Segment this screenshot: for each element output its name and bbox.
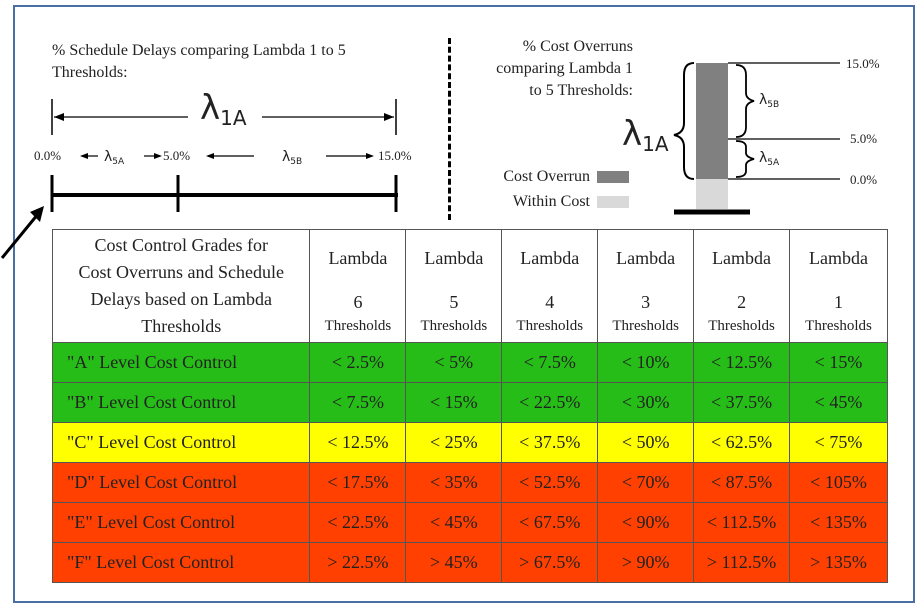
pointer-arrow-icon [0, 206, 44, 259]
row-label: "D" Level Cost Control [51, 462, 311, 503]
table-row-grade-c: "C" Level Cost Control < 12.5% < 25% < 3… [51, 422, 888, 463]
column-header-thresholds: 2 Thresholds [693, 286, 791, 343]
column-header-title: Lambda [597, 229, 695, 286]
table-cell: < 17.5% [309, 462, 407, 503]
table-row-grade-b: "B" Level Cost Control < 7.5% < 15% < 22… [51, 382, 888, 423]
within-cost-bar [696, 179, 728, 209]
table-cell: < 10% [597, 342, 695, 383]
cost-control-grades-table: Cost Control Grades for Cost Overruns an… [51, 229, 888, 583]
column-header-thresholds: 3 Thresholds [597, 286, 695, 343]
table-subheader-row: 6 Thresholds 5 Thresholds 4 Thresholds 3 Thr… [53, 286, 888, 343]
table-row-grade-d: "D" Level Cost Control < 17.5% < 35% < 5… [51, 462, 888, 503]
table-cell: < 35% [405, 462, 503, 503]
table-cell: < 112.5% [693, 502, 791, 543]
column-header-thresholds: 6 Thresholds [309, 286, 407, 343]
table-cell: < 70% [597, 462, 695, 503]
row-label: "E" Level Cost Control [51, 502, 311, 543]
row-label: "F" Level Cost Control [51, 542, 311, 583]
table-cell: < 52.5% [501, 462, 599, 503]
cost-lambda-5a: λ5A [759, 150, 780, 168]
column-header-thresholds: 5 Thresholds [405, 286, 503, 343]
table-cell: < 2.5% [309, 342, 407, 383]
cost-lambda-5b: λ5B [759, 92, 780, 110]
table-cell: < 67.5% [501, 502, 599, 543]
row-label: "C" Level Cost Control [51, 422, 311, 463]
cost-title: % Cost Overruns comparing Lambda 1 to 5 … [496, 38, 633, 99]
table-cell: > 112.5% [693, 542, 791, 583]
table-cell: < 5% [405, 342, 503, 383]
table-cell: < 50% [597, 422, 695, 463]
schedule-lambda-1a: λ1A [200, 88, 247, 130]
table-cell: < 12.5% [309, 422, 407, 463]
row-label: "B" Level Cost Control [51, 382, 311, 423]
table-cell: < 7.5% [309, 382, 407, 423]
schedule-tick-15: 15.0% [378, 148, 412, 163]
cost-lambda-1a: λ1A [622, 114, 669, 156]
table-cell: < 45% [789, 382, 888, 423]
column-header-title: Lambda [789, 229, 888, 286]
column-header-title: Lambda [405, 229, 503, 286]
schedule-title: % Schedule Delays comparing Lambda 1 to … [52, 42, 346, 81]
table-cell: < 12.5% [693, 342, 791, 383]
schedule-lambda-5a: λ5A [104, 149, 125, 167]
table-cell: < 37.5% [693, 382, 791, 423]
section-divider [448, 38, 451, 220]
schedule-diagram [50, 99, 398, 212]
legend-cost-overrun-swatch [597, 171, 629, 183]
table-cell: < 15% [789, 342, 888, 383]
table-cell: > 90% [597, 542, 695, 583]
row-label: "A" Level Cost Control [51, 342, 311, 383]
column-header-thresholds: 4 Thresholds [501, 286, 599, 343]
table-cell: < 45% [405, 502, 503, 543]
schedule-tick-0: 0.0% [34, 148, 62, 163]
column-header-title: Lambda [501, 229, 599, 286]
cost-bar-diagram [673, 62, 840, 215]
table-cell: < 22.5% [309, 502, 407, 543]
table-cell: < 22.5% [501, 382, 599, 423]
cost-overrun-bar [696, 63, 728, 179]
table-cell: < 75% [789, 422, 888, 463]
table-cell: < 135% [789, 502, 888, 543]
table-cell: < 15% [405, 382, 503, 423]
table-cell: > 67.5% [501, 542, 599, 583]
legend-within-cost-swatch [597, 196, 629, 208]
table-cell: < 62.5% [693, 422, 791, 463]
schedule-tick-5: 5.0% [163, 148, 191, 163]
table-cell: < 105% [789, 462, 888, 503]
table-header-description: Cost Control Grades for Cost Overruns an… [51, 229, 311, 343]
cost-tick-15: 15.0% [846, 56, 880, 71]
table-cell: < 30% [597, 382, 695, 423]
table-row-grade-a: "A" Level Cost Control < 2.5% < 5% < 7.5… [51, 342, 888, 383]
table-cell: < 7.5% [501, 342, 599, 383]
table-row-grade-f: "F" Level Cost Control > 22.5% > 45% > 6… [51, 542, 888, 583]
table-header-row: Cost Control Grades for Cost Overruns an… [51, 229, 888, 343]
column-header-title: Lambda [693, 229, 791, 286]
cost-tick-0: 0.0% [850, 172, 878, 187]
table-cell: < 87.5% [693, 462, 791, 503]
table-row-grade-e: "E" Level Cost Control < 22.5% < 45% < 6… [51, 502, 888, 543]
table-cell: < 90% [597, 502, 695, 543]
legend-within-cost-label: Within Cost [512, 193, 590, 210]
table-cell: > 22.5% [309, 542, 407, 583]
column-header-title: Lambda [309, 229, 407, 286]
table-cell: > 135% [789, 542, 888, 583]
table-cell: < 25% [405, 422, 503, 463]
table-cell: > 45% [405, 542, 503, 583]
column-header-thresholds: 1 Thresholds [789, 286, 888, 343]
table-cell: < 37.5% [501, 422, 599, 463]
cost-tick-5: 5.0% [850, 131, 878, 146]
schedule-lambda-5b: λ5B [282, 149, 303, 167]
legend-cost-overrun-label: Cost Overrun [503, 168, 590, 185]
